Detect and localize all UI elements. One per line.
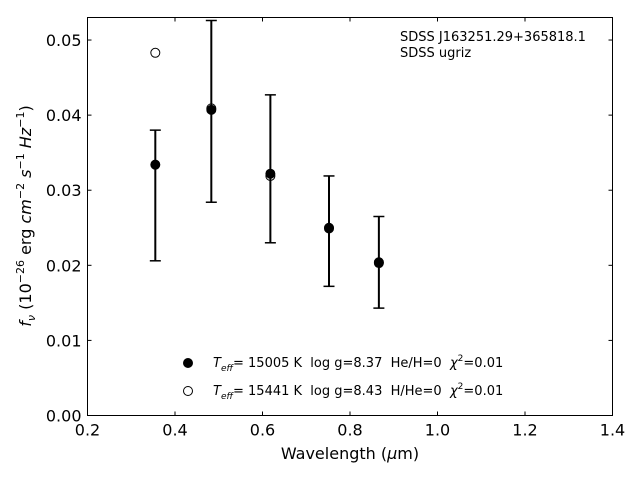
x-axis-ticks: 0.2 0.4 0.6 0.8 1.0 1.2 1.4	[75, 17, 625, 440]
y-tick-label: 0.03	[46, 181, 82, 200]
x-tick-label: 0.6	[250, 421, 275, 440]
x-tick-label: 0.8	[337, 421, 362, 440]
annotation-survey: SDSS ugriz	[400, 46, 471, 61]
y-tick-label: 0.01	[46, 331, 82, 350]
x-tick-label: 1.0	[425, 421, 450, 440]
y-tick-label: 0.00	[46, 407, 82, 426]
legend: Teff= 15005 K log g=8.37 He/H=0 χ2=0.01 …	[183, 354, 503, 402]
data-points	[150, 47, 384, 269]
model-point-open	[150, 47, 161, 58]
x-tick-label: 0.4	[162, 421, 187, 440]
y-tick-label: 0.05	[46, 31, 82, 50]
legend-marker-open	[183, 386, 193, 396]
model-point-open	[206, 103, 217, 114]
annotation-object-name: SDSS J163251.29+365818.1	[400, 30, 586, 45]
error-bar	[149, 129, 161, 262]
y-axis-ticks: 0.00 0.01 0.02 0.03 0.04 0.05	[46, 31, 613, 426]
x-axis-label: Wavelength (μm)	[281, 444, 419, 463]
model-point-open	[265, 170, 276, 181]
y-tick-label: 0.04	[46, 106, 82, 125]
x-tick-label: 1.2	[512, 421, 537, 440]
y-axis-label: fν (10−26 erg cm−2 s−1 Hz−1)	[14, 105, 38, 326]
legend-entry-2: Teff= 15441 K log g=8.43 H/He=0 χ2=0.01	[213, 382, 503, 402]
legend-entry-1: Teff= 15005 K log g=8.37 He/H=0 χ2=0.01	[213, 354, 503, 374]
error-bars	[149, 19, 385, 309]
x-tick-label: 1.4	[600, 421, 625, 440]
x-tick-label: 0.2	[75, 421, 100, 440]
model-point-filled	[265, 168, 276, 179]
legend-marker-filled	[183, 358, 193, 368]
model-point-open	[373, 258, 384, 269]
y-tick-label: 0.02	[46, 256, 82, 275]
model-point-open	[324, 223, 334, 234]
model-point-filled	[150, 159, 161, 170]
